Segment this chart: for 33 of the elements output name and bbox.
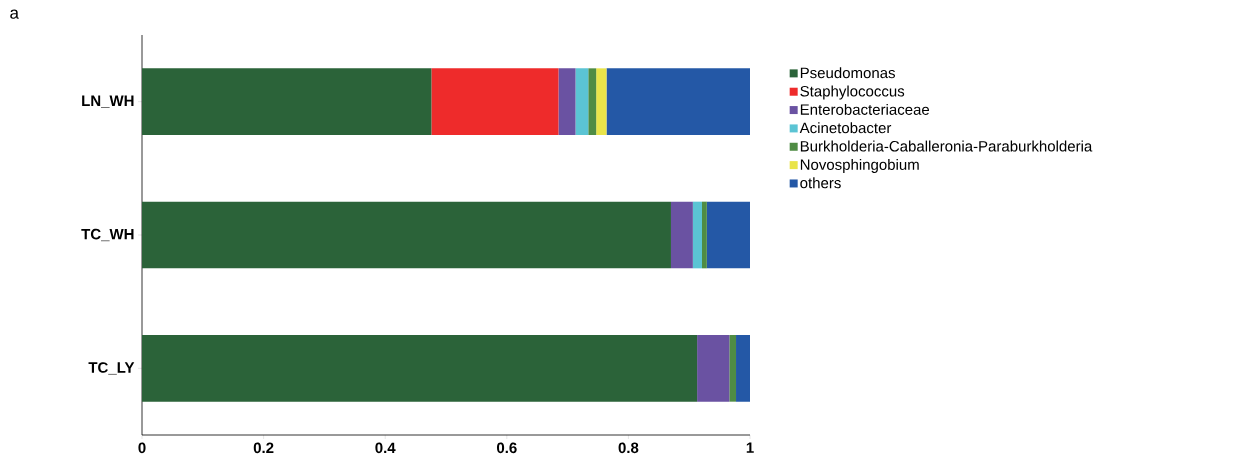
bar	[558, 68, 576, 135]
legend-label: Novosphingobium	[800, 158, 919, 173]
legend-label: Pseudomonas	[800, 67, 895, 79]
legend-label: Acinetobacter	[799, 122, 892, 134]
legend-label: Enterobacteriaceae	[800, 103, 930, 115]
bar	[701, 201, 707, 269]
legend-label: Burkholderia-Caballeronia-Paraburkholderia	[800, 140, 1093, 152]
bar	[142, 335, 698, 402]
text: a	[10, 9, 19, 19]
bar	[606, 68, 751, 135]
x-tick-label: 0	[138, 442, 146, 454]
bar	[431, 68, 559, 135]
x-tick-label: 0.4	[375, 442, 396, 454]
x-tick-label: 0.6	[496, 442, 517, 454]
x-tick-label: 0.2	[253, 442, 274, 454]
legend-label: others	[800, 177, 841, 189]
legend-label: Staphylococcus	[800, 85, 905, 100]
bar	[736, 335, 751, 402]
x-tick-label: 1	[746, 442, 754, 453]
bar	[706, 201, 751, 269]
bar	[575, 68, 589, 135]
bar	[729, 335, 737, 402]
y-tick-label: LN_WH	[82, 95, 134, 108]
bar	[588, 68, 597, 135]
bar	[697, 335, 730, 402]
x-tick-label: 0.8	[618, 442, 639, 454]
bar	[670, 201, 693, 269]
bar	[692, 201, 702, 269]
bar	[596, 68, 607, 135]
bar	[142, 68, 432, 135]
y-tick-label: TC_WH	[81, 228, 134, 242]
bar	[142, 201, 671, 269]
y-tick-label: TC_LY	[88, 362, 135, 375]
